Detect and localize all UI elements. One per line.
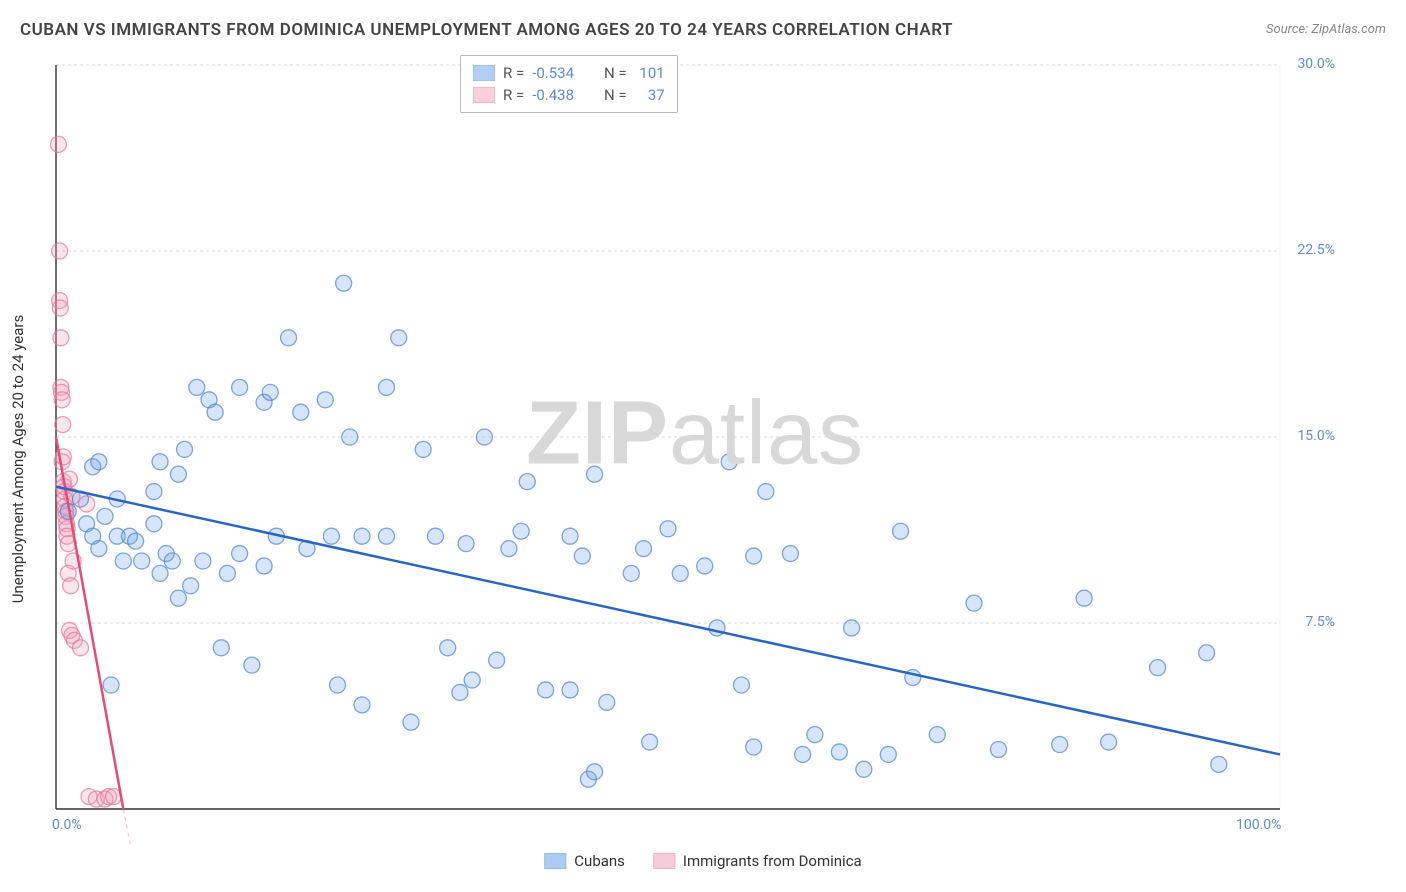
legend-R-value: -0.534 bbox=[532, 62, 574, 84]
x-tick-start: 0.0% bbox=[52, 817, 82, 833]
legend-swatch bbox=[544, 853, 566, 869]
legend-R-value: -0.438 bbox=[532, 84, 574, 106]
legend-series: Cubans Immigrants from Dominica bbox=[544, 852, 861, 870]
legend-series-label: Cubans bbox=[574, 852, 625, 870]
legend-R-label: R = bbox=[503, 62, 524, 84]
y-tick-label: 22.5% bbox=[1297, 242, 1335, 258]
legend-N-label: N = bbox=[604, 62, 627, 84]
legend-series-label: Immigrants from Dominica bbox=[683, 852, 862, 870]
legend-N-value: 37 bbox=[635, 84, 665, 106]
y-axis-label-wrap: Unemployment Among Ages 20 to 24 years bbox=[8, 220, 28, 700]
legend-stats: R = -0.534 N = 101 R = -0.438 N = 37 bbox=[460, 55, 678, 113]
legend-R-label: R = bbox=[503, 84, 524, 106]
y-tick-label: 7.5% bbox=[1305, 614, 1335, 630]
legend-N-label: N = bbox=[604, 84, 627, 106]
source-label: Source: ZipAtlas.com bbox=[1266, 22, 1386, 37]
x-tick-end: 100.0% bbox=[1236, 817, 1281, 833]
legend-stat-row: R = -0.438 N = 37 bbox=[473, 84, 665, 106]
legend-swatch bbox=[473, 65, 495, 81]
legend-series-item: Cubans bbox=[544, 852, 625, 870]
y-axis-label: Unemployment Among Ages 20 to 24 years bbox=[9, 234, 27, 684]
y-tick-label: 30.0% bbox=[1297, 56, 1335, 72]
y-tick-label: 15.0% bbox=[1297, 428, 1335, 444]
chart-container: CUBAN VS IMMIGRANTS FROM DOMINICA UNEMPL… bbox=[0, 0, 1406, 892]
legend-swatch bbox=[473, 87, 495, 103]
chart-title: CUBAN VS IMMIGRANTS FROM DOMINICA UNEMPL… bbox=[20, 20, 953, 40]
legend-series-item: Immigrants from Dominica bbox=[653, 852, 862, 870]
plot-area: ZIPatlas 7.5%15.0%22.5%30.0%0.0%100.0% bbox=[50, 55, 1340, 845]
chart-svg bbox=[50, 55, 1340, 845]
legend-swatch bbox=[653, 853, 675, 869]
legend-stat-row: R = -0.534 N = 101 bbox=[473, 62, 665, 84]
legend-N-value: 101 bbox=[635, 62, 665, 84]
